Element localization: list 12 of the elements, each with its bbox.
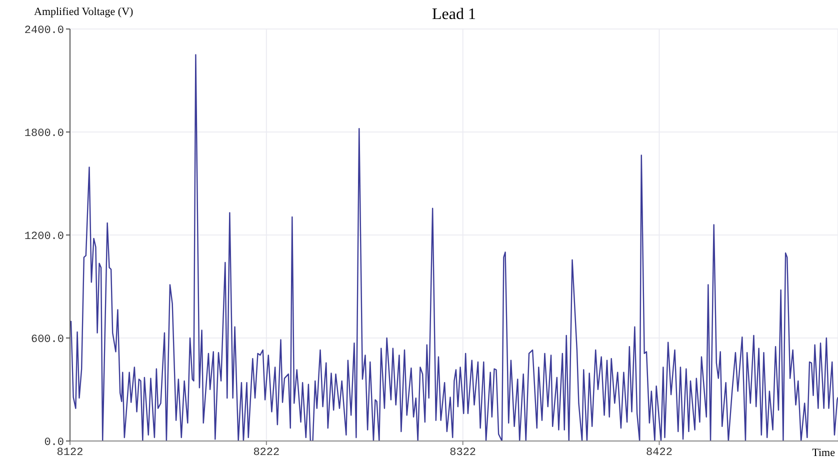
chart-title: Lead 1 [432, 6, 476, 23]
y-tick-label: 0.0 [44, 436, 64, 449]
y-tick-label: 2400.0 [24, 24, 64, 37]
x-tick-label: 8422 [646, 446, 672, 459]
y-axis-title: Amplified Voltage (V) [34, 6, 134, 18]
x-axis-title: Time [812, 447, 835, 459]
x-tick-label: 8222 [253, 446, 280, 459]
y-tick-label: 1800.0 [24, 128, 64, 140]
y-tick-label: 1200.0 [24, 230, 64, 243]
x-tick-label: 8322 [450, 446, 476, 459]
y-tick-label: 600.0 [30, 334, 64, 346]
x-tick-label: 8122 [56, 446, 84, 459]
